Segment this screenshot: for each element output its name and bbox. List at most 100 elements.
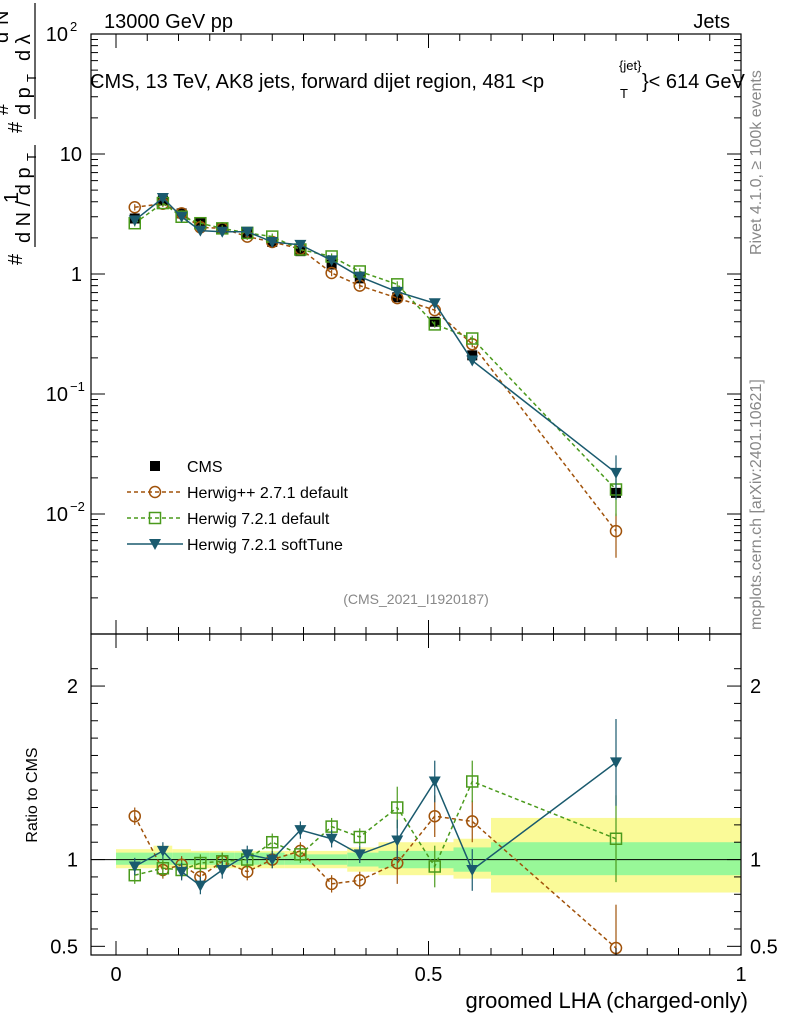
ratio-point-herwig-7-2-1-default-7 <box>294 848 307 861</box>
main-point-herwig-7-2-1-softtune-10 <box>391 286 404 298</box>
legend-item-herwig-7-2-1-softtune: Herwig 7.2.1 softTune <box>127 537 343 554</box>
svg-text:T: T <box>24 74 39 82</box>
x-tick-label-2: 1 <box>735 964 746 986</box>
main-point-herwig-7-2-1-softtune-6 <box>266 236 279 248</box>
main-line-herwig-7-2-1-default <box>134 202 617 491</box>
ratio-point-herwig-2-7-1-default-12 <box>466 815 479 828</box>
svg-text:2: 2 <box>0 24 3 31</box>
main-point-herwig-7-2-1-softtune-9 <box>353 271 366 283</box>
legend-marker-herwig-7-2-1-default <box>148 511 162 525</box>
svg-text:d λ: d λ <box>13 34 35 61</box>
svg-text:T: T <box>24 153 39 161</box>
main-point-herwig-7-2-1-softtune-12 <box>466 355 479 367</box>
ratio-point-herwig-7-2-1-softtune-2 <box>175 866 188 878</box>
ratio-point-herwig-7-2-1-softtune-10 <box>391 835 404 847</box>
main-y-tick-label-2: 1 <box>71 264 82 286</box>
legend-label-herwig-2-7-1-default: Herwig++ 2.7.1 default <box>187 485 349 502</box>
main-point-herwig-7-2-1-softtune-5 <box>241 226 254 238</box>
main-point-herwig-2-7-1-default-13 <box>609 524 623 538</box>
main-point-herwig-7-2-1-softtune-2 <box>175 211 188 223</box>
rivet-version-label: Rivet 4.1.0, ≥ 100k events <box>748 70 765 255</box>
main-line-herwig-7-2-1-softtune <box>134 196 617 474</box>
svg-text:#: # <box>0 103 13 115</box>
main-point-herwig-2-7-1-default-0 <box>128 200 141 214</box>
main-point-herwig-7-2-1-softtune-3 <box>194 225 207 237</box>
ratio-line-herwig-2-7-1-default <box>134 815 617 949</box>
ratio-y-tick-label-left-0: 0.5 <box>50 936 78 958</box>
energy-label: 13000 GeV pp <box>104 11 233 33</box>
main-point-herwig-7-2-1-softtune-4 <box>216 226 229 238</box>
main-y-axis-label: # d N / d p T 1 # d p T # d λ d 2 N <box>0 3 39 265</box>
main-y-tick-base-0: 10 <box>46 504 68 526</box>
ratio-point-herwig-2-7-1-default-0 <box>128 809 141 823</box>
x-axis-label: groomed LHA (charged-only) <box>466 988 748 1013</box>
ratio-point-herwig-7-2-1-default-10 <box>391 801 404 814</box>
main-y-tick-base-2: 1 <box>71 264 82 286</box>
title-end: }< 614 GeV <box>642 71 746 93</box>
ratio-uncertainty-bands <box>116 817 741 893</box>
chart-title: CMS, 13 TeV, AK8 jets, forward dijet reg… <box>90 58 746 101</box>
ratio-y-tick-label-right-0: 0.5 <box>750 936 778 958</box>
main-series-cms <box>129 195 621 498</box>
ratio-point-herwig-7-2-1-softtune-1 <box>156 845 169 857</box>
main-point-herwig-7-2-1-softtune-8 <box>325 255 338 267</box>
ratio-series-herwig-7-2-1-softtune <box>128 719 622 895</box>
legend-item-herwig-7-2-1-default: Herwig 7.2.1 default <box>127 511 330 528</box>
legend-label-herwig-7-2-1-default: Herwig 7.2.1 default <box>187 511 330 528</box>
ratio-line-herwig-7-2-1-softtune <box>134 761 617 887</box>
main-series-herwig-7-2-1-softtune <box>128 192 622 500</box>
ratio-point-herwig-2-7-1-default-8 <box>325 877 338 891</box>
ratio-point-herwig-7-2-1-softtune-6 <box>266 854 279 866</box>
svg-text:d: d <box>0 32 13 43</box>
main-point-herwig-2-7-1-default-8 <box>325 266 338 280</box>
ratio-point-herwig-7-2-1-default-12 <box>466 775 479 788</box>
legend-item-cms: CMS <box>150 459 223 476</box>
legend-label-herwig-7-2-1-softtune: Herwig 7.2.1 softTune <box>187 537 343 554</box>
svg-text:d p: d p <box>13 87 35 115</box>
main-y-tick-label-4: 10 2 <box>46 19 77 46</box>
main-y-tick-label-1: 10 −1 <box>46 379 85 406</box>
ratio-point-herwig-7-2-1-default-3 <box>194 856 207 870</box>
ratio-point-herwig-7-2-1-softtune-9 <box>353 849 366 861</box>
ratio-point-herwig-7-2-1-softtune-13 <box>610 757 622 769</box>
ratio-point-herwig-7-2-1-default-6 <box>266 835 279 849</box>
main-y-tick-base-1: 10 <box>46 384 68 406</box>
ratio-y-tick-label-left-2: 2 <box>67 676 78 698</box>
x-tick-label-1: 0.5 <box>415 964 443 986</box>
legend-label-cms: CMS <box>187 459 223 476</box>
main-y-tick-base-3: 10 <box>60 144 82 166</box>
legend-item-herwig-2-7-1-default: Herwig++ 2.7.1 default <box>127 485 349 502</box>
ratio-point-herwig-7-2-1-softtune-4 <box>216 864 229 876</box>
ratio-y-tick-label-right-1: 1 <box>750 850 761 872</box>
x-tick-label-0: 0 <box>110 964 121 986</box>
svg-text:#: # <box>5 121 27 133</box>
mcplots-label: mcplots.cern.ch [arXiv:2401.10621] <box>748 379 765 630</box>
main-point-herwig-7-2-1-softtune-13 <box>610 467 622 479</box>
title-main: CMS, 13 TeV, AK8 jets, forward dijet reg… <box>90 71 544 93</box>
ratio-y-tick-label-left-1: 1 <box>67 850 78 872</box>
ratio-plot-frame <box>90 633 742 956</box>
title-subscript: T <box>620 86 628 101</box>
ratio-y-axis-label: Ratio to CMS <box>24 747 41 842</box>
ratio-point-herwig-7-2-1-softtune-3 <box>194 880 207 892</box>
ratio-y-tick-label-right-2: 2 <box>750 676 761 698</box>
ratio-point-herwig-7-2-1-softtune-8 <box>325 833 338 845</box>
svg-text:1: 1 <box>1 192 23 203</box>
ratio-point-herwig-7-2-1-softtune-11 <box>428 776 441 788</box>
main-point-herwig-7-2-1-default-11 <box>428 318 441 331</box>
main-point-herwig-7-2-1-softtune-0 <box>128 215 141 227</box>
ratio-point-herwig-7-2-1-softtune-5 <box>241 849 254 861</box>
main-y-tick-base-4: 10 <box>46 24 68 46</box>
ratio-series-layer <box>128 719 623 955</box>
main-point-herwig-7-2-1-softtune-11 <box>428 298 441 310</box>
legend-marker-herwig-2-7-1-default <box>148 485 162 499</box>
main-point-herwig-7-2-1-softtune-7 <box>294 239 307 251</box>
main-series-herwig-2-7-1-default <box>128 197 623 558</box>
main-y-tick-exp-0: −2 <box>70 499 85 514</box>
main-line-herwig-2-7-1-default <box>134 202 617 532</box>
ratio-point-herwig-7-2-1-default-9 <box>353 830 366 844</box>
legend: CMS Herwig++ 2.7.1 default Herwig 7.2.1 de… <box>127 459 349 554</box>
ratio-point-herwig-2-7-1-default-11 <box>428 809 441 823</box>
